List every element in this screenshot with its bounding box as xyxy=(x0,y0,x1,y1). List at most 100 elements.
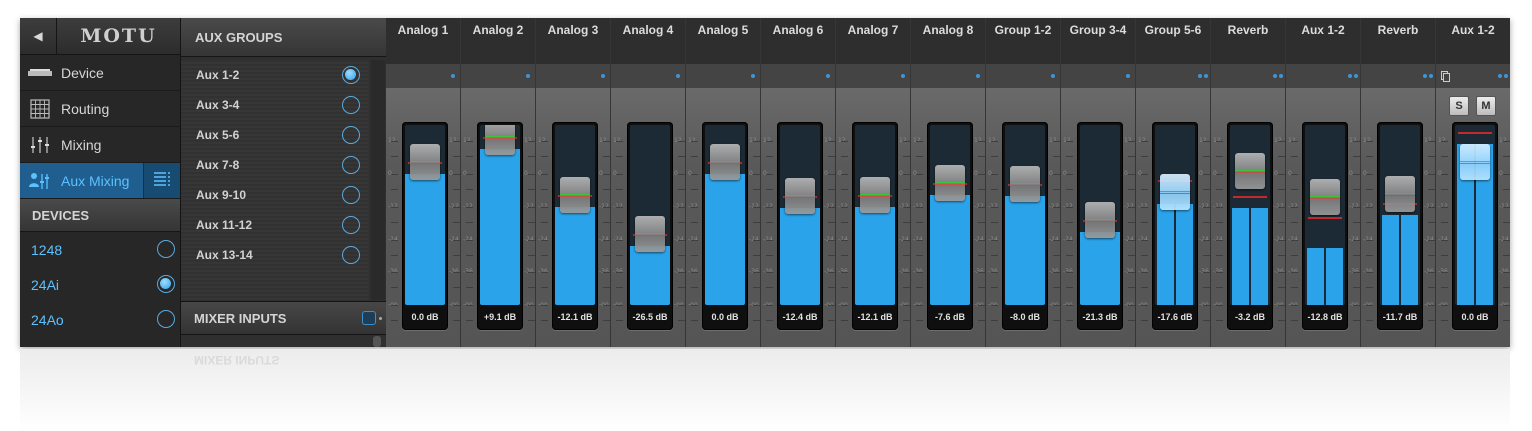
nav-item-aux-mixing[interactable]: Aux Mixing xyxy=(20,163,180,199)
fader-db-readout[interactable]: 0.0 dB xyxy=(1461,312,1489,322)
mixer-inputs-checkbox[interactable] xyxy=(362,311,376,325)
fader-db-readout[interactable]: -17.6 dB xyxy=(1157,312,1193,322)
nav-item-routing[interactable]: Routing xyxy=(20,91,180,127)
aux-group-item[interactable]: Aux 13-14 xyxy=(181,240,369,270)
channel-pan-band[interactable] xyxy=(1061,64,1135,89)
fader-db-readout[interactable]: -12.8 dB xyxy=(1307,312,1343,322)
aux-group-item[interactable]: Aux 3-4 xyxy=(181,90,369,120)
fader-track[interactable]: 0.0 dB xyxy=(402,122,448,330)
scale-tick-label: -12 xyxy=(1063,203,1073,210)
fader-db-readout[interactable]: 0.0 dB xyxy=(411,312,439,322)
fader-db-readout[interactable]: -3.2 dB xyxy=(1234,312,1265,322)
fader-knob[interactable] xyxy=(1385,176,1415,212)
fader-knob[interactable] xyxy=(710,144,740,181)
fader-knob[interactable] xyxy=(860,177,890,214)
fader-knob[interactable] xyxy=(485,125,515,156)
scale-tick-mark xyxy=(391,156,398,158)
fader-track[interactable]: -12.4 dB xyxy=(777,122,823,330)
fader-knob[interactable] xyxy=(1085,202,1115,239)
device-radio[interactable] xyxy=(157,240,175,258)
channel-pan-band[interactable] xyxy=(536,64,610,89)
fader-db-readout[interactable]: -12.1 dB xyxy=(557,312,593,322)
mixer-inputs-scrollbar[interactable] xyxy=(373,336,381,347)
fader-track[interactable]: -17.6 dB xyxy=(1152,122,1198,330)
nav-item-device[interactable]: Device xyxy=(20,55,180,91)
aux-group-radio[interactable] xyxy=(342,66,360,84)
fader-track[interactable]: -12.8 dB xyxy=(1302,122,1348,330)
device-radio[interactable] xyxy=(157,310,175,328)
fader-knob[interactable] xyxy=(785,177,815,214)
fader-track[interactable]: 0.0 dB xyxy=(1452,122,1498,330)
device-radio[interactable] xyxy=(157,275,175,293)
nav-item-mixing[interactable]: Mixing xyxy=(20,127,180,163)
aux-group-item[interactable]: Aux 11-12 xyxy=(181,210,369,240)
aux-group-item[interactable]: Aux 5-6 xyxy=(181,120,369,150)
fader-knob[interactable] xyxy=(1310,179,1340,215)
channel-name: Analog 4 xyxy=(611,18,685,64)
mute-button[interactable]: M xyxy=(1476,96,1496,116)
device-item-1248[interactable]: 1248 xyxy=(20,232,180,267)
channel-pan-band[interactable] xyxy=(761,64,835,89)
channel-pan-band[interactable] xyxy=(386,64,460,89)
aux-group-radio[interactable] xyxy=(342,246,360,264)
fader-knob[interactable] xyxy=(1235,152,1265,189)
aux-group-item[interactable]: Aux 1-2 xyxy=(181,60,369,90)
fader-track[interactable]: -21.3 dB xyxy=(1077,122,1123,330)
fader-db-readout[interactable]: -26.5 dB xyxy=(632,312,668,322)
fader-track[interactable]: +9.1 dB xyxy=(477,122,523,330)
channel-pan-band[interactable] xyxy=(911,64,985,89)
aux-group-radio[interactable] xyxy=(342,156,360,174)
fader-db-readout[interactable]: 0.0 dB xyxy=(711,312,739,322)
fader-db-readout[interactable]: -21.3 dB xyxy=(1082,312,1118,322)
aux-group-radio[interactable] xyxy=(342,96,360,114)
aux-group-label: Aux 7-8 xyxy=(196,158,240,172)
channel-pan-band[interactable] xyxy=(461,64,535,89)
aux-group-item[interactable]: Aux 7-8 xyxy=(181,150,369,180)
fader-knob[interactable] xyxy=(935,164,965,201)
channel-pan-band[interactable] xyxy=(836,64,910,89)
aux-group-radio[interactable] xyxy=(342,126,360,144)
fader-track[interactable]: -8.0 dB xyxy=(1002,122,1048,330)
fader-track[interactable]: -12.1 dB xyxy=(852,122,898,330)
channel-pan-band[interactable] xyxy=(1286,64,1360,89)
channel-pan-band[interactable] xyxy=(1361,64,1435,89)
fader-knob[interactable] xyxy=(635,216,665,253)
device-item-24ao[interactable]: 24Ao xyxy=(20,302,180,337)
solo-button[interactable]: S xyxy=(1449,96,1469,116)
fader-track[interactable]: -12.1 dB xyxy=(552,122,598,330)
fader-knob[interactable] xyxy=(1460,144,1490,181)
fader-db-readout[interactable]: -12.1 dB xyxy=(857,312,893,322)
mixer-inputs-header[interactable]: MIXER INPUTS xyxy=(181,301,387,335)
fader-db-readout[interactable]: -11.7 dB xyxy=(1382,312,1418,322)
scale-tick-mark xyxy=(1278,272,1285,274)
channel-pan-band[interactable] xyxy=(1136,64,1210,89)
device-item-24ai[interactable]: 24Ai xyxy=(20,267,180,302)
channel-pan-band[interactable] xyxy=(1211,64,1285,89)
back-button[interactable]: ◀ xyxy=(20,18,57,54)
fader-track[interactable]: -11.7 dB xyxy=(1377,122,1423,330)
fader-db-readout[interactable]: -8.0 dB xyxy=(1009,312,1040,322)
channel-pan-band[interactable] xyxy=(1436,64,1510,89)
fader-db-readout[interactable]: +9.1 dB xyxy=(483,312,517,322)
scale-tick-mark xyxy=(1353,272,1360,274)
channel-pan-band[interactable] xyxy=(611,64,685,89)
fader-knob[interactable] xyxy=(1160,174,1190,211)
fader-knob[interactable] xyxy=(410,144,440,181)
fader-track[interactable]: -3.2 dB xyxy=(1227,122,1273,330)
aux-group-radio[interactable] xyxy=(342,216,360,234)
fader-track[interactable]: 0.0 dB xyxy=(702,122,748,330)
channel-pan-band[interactable] xyxy=(986,64,1060,89)
aux-group-radio[interactable] xyxy=(342,186,360,204)
channel-pan-band[interactable] xyxy=(686,64,760,89)
fader-track[interactable]: -26.5 dB xyxy=(627,122,673,330)
fader-knob[interactable] xyxy=(560,177,590,214)
aux-group-item[interactable]: Aux 9-10 xyxy=(181,180,369,210)
fader-track[interactable]: -7.6 dB xyxy=(927,122,973,330)
fader-knob-peak-mark xyxy=(635,235,665,237)
fader-db-readout[interactable]: -12.4 dB xyxy=(782,312,818,322)
fader-knob[interactable] xyxy=(1010,165,1040,202)
copy-settings-icon[interactable] xyxy=(1441,69,1450,82)
aux-list-toggle-button[interactable] xyxy=(143,163,180,198)
fader-db-readout[interactable]: -7.6 dB xyxy=(934,312,965,322)
aux-group-scrollbar[interactable] xyxy=(371,60,385,300)
